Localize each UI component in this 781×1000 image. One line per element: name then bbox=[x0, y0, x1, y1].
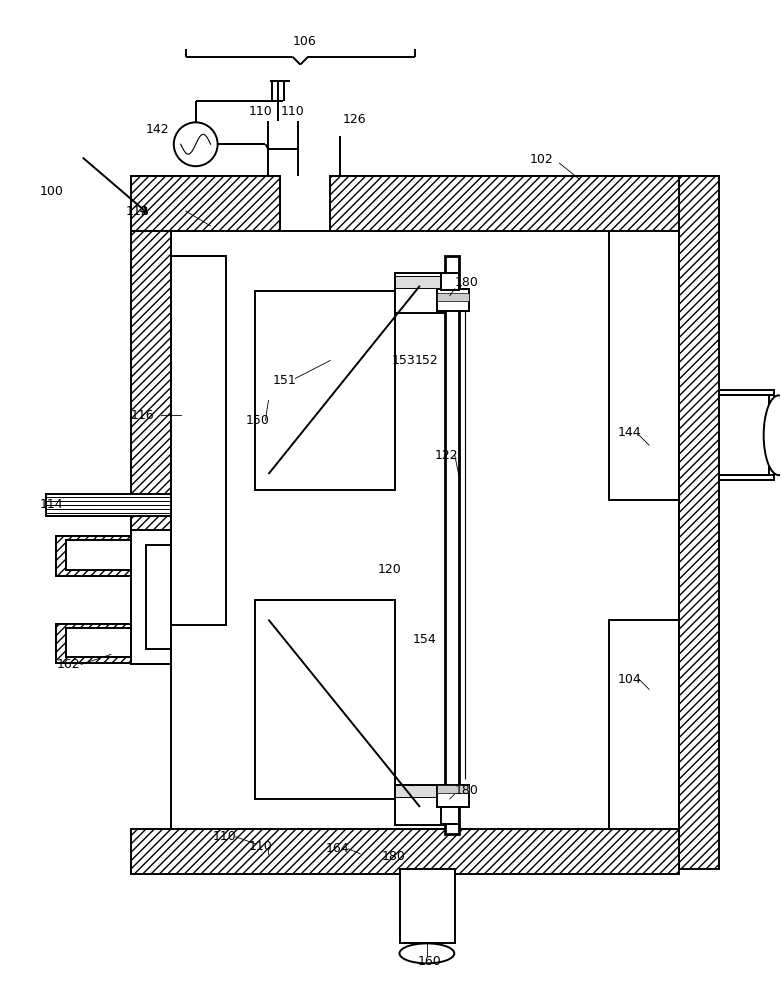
Bar bbox=[131, 176, 280, 231]
Text: 122: 122 bbox=[435, 449, 458, 462]
Bar bbox=[437, 293, 469, 301]
Bar bbox=[719, 390, 774, 480]
Bar bbox=[395, 276, 445, 288]
Bar bbox=[171, 256, 226, 625]
Text: 151: 151 bbox=[273, 374, 296, 387]
Text: 110: 110 bbox=[212, 830, 237, 843]
Bar bbox=[719, 395, 769, 475]
Ellipse shape bbox=[399, 943, 455, 963]
Text: 162: 162 bbox=[56, 658, 80, 671]
Bar bbox=[56, 624, 131, 663]
Bar bbox=[66, 628, 131, 657]
Bar bbox=[395, 785, 445, 825]
Text: 154: 154 bbox=[413, 633, 437, 646]
Text: 102: 102 bbox=[530, 153, 553, 166]
Bar bbox=[131, 829, 679, 874]
Bar bbox=[395, 273, 445, 313]
Bar bbox=[609, 620, 679, 829]
Text: 153: 153 bbox=[392, 354, 415, 367]
Bar bbox=[679, 176, 719, 869]
Bar bbox=[146, 545, 171, 649]
Bar bbox=[131, 530, 171, 664]
Text: 180: 180 bbox=[455, 276, 479, 289]
Text: 152: 152 bbox=[415, 354, 439, 367]
Bar bbox=[66, 540, 131, 570]
Text: 110: 110 bbox=[248, 105, 273, 118]
Text: 110: 110 bbox=[280, 105, 304, 118]
Text: 160: 160 bbox=[418, 955, 441, 968]
Bar bbox=[66, 540, 131, 570]
Bar bbox=[255, 600, 395, 799]
Text: 142: 142 bbox=[146, 123, 169, 136]
Text: 110: 110 bbox=[248, 840, 273, 853]
Bar bbox=[330, 176, 719, 231]
Bar bbox=[395, 785, 445, 797]
Bar bbox=[437, 289, 469, 311]
Text: 106: 106 bbox=[292, 35, 316, 48]
Bar bbox=[437, 785, 469, 807]
Ellipse shape bbox=[764, 395, 781, 475]
Bar bbox=[440, 807, 458, 824]
Text: 112: 112 bbox=[126, 205, 150, 218]
Bar bbox=[255, 291, 395, 490]
Bar bbox=[445, 256, 458, 834]
Text: 164: 164 bbox=[325, 842, 349, 855]
Bar bbox=[400, 869, 455, 943]
Text: 116: 116 bbox=[131, 409, 155, 422]
Bar bbox=[56, 536, 131, 576]
Bar bbox=[66, 628, 131, 657]
Text: 180: 180 bbox=[382, 850, 406, 863]
Bar bbox=[171, 231, 679, 829]
Text: 150: 150 bbox=[245, 414, 269, 427]
Bar bbox=[440, 273, 458, 290]
Text: 104: 104 bbox=[617, 673, 641, 686]
Text: 144: 144 bbox=[617, 426, 641, 439]
Text: 114: 114 bbox=[39, 498, 63, 511]
Text: 120: 120 bbox=[378, 563, 401, 576]
Bar bbox=[609, 231, 679, 500]
Text: 180: 180 bbox=[455, 784, 479, 797]
Text: 100: 100 bbox=[39, 185, 63, 198]
Bar bbox=[437, 785, 469, 793]
Bar bbox=[46, 494, 171, 516]
Bar bbox=[131, 231, 171, 640]
Text: 126: 126 bbox=[343, 113, 367, 126]
